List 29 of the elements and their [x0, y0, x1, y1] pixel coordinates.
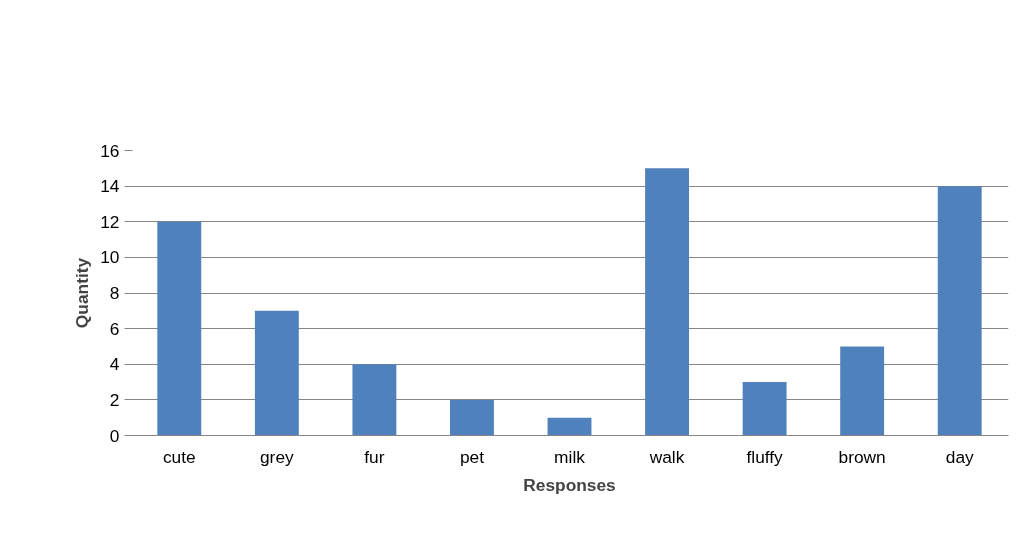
- y-tick-label: 12: [100, 211, 120, 232]
- x-tick-label: grey: [259, 446, 295, 467]
- x-tick-label: brown: [838, 446, 886, 467]
- bar: [352, 364, 397, 436]
- y-tick-label: 14: [100, 176, 120, 197]
- x-tick-label: walk: [648, 446, 685, 467]
- y-tick-label: 2: [109, 389, 120, 410]
- bar: [645, 168, 690, 436]
- y-tick-label: 10: [100, 247, 120, 268]
- bar: [449, 399, 494, 436]
- bar: [254, 310, 299, 436]
- x-tick-label: milk: [554, 446, 586, 467]
- y-tick-label: 8: [109, 283, 120, 303]
- y-tick-label: 6: [109, 318, 120, 339]
- x-tick-label: pet: [459, 446, 485, 467]
- bar: [742, 382, 787, 436]
- bar: [157, 221, 202, 436]
- x-tick-label: fur: [364, 446, 385, 467]
- bar: [840, 346, 885, 436]
- y-tick-label: 0: [109, 425, 120, 446]
- y-tick-label: 4: [109, 354, 120, 375]
- x-axis-title: Responses: [523, 474, 616, 495]
- bar: [547, 417, 592, 436]
- x-tick-label: fluffy: [746, 446, 784, 467]
- y-tick-label: 16: [100, 140, 120, 161]
- x-tick-label: cute: [162, 446, 196, 467]
- y-axis-title: Quantity: [72, 257, 93, 329]
- x-tick-label: day: [945, 446, 975, 467]
- bar: [937, 186, 982, 436]
